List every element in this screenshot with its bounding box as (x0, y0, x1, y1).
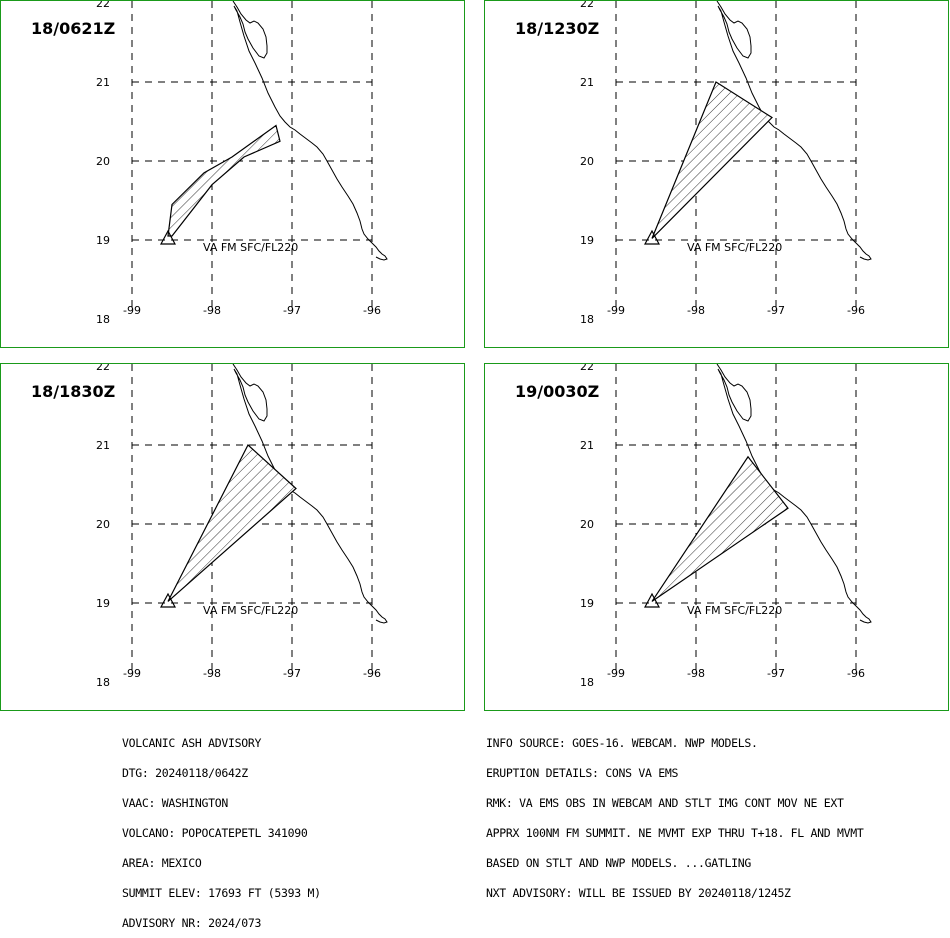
map-panel-1: 18/0621Z -99 -98 -97 -96 22 21 20 19 18 VA FM SFC… (0, 0, 465, 348)
volcano-icon (159, 229, 177, 245)
advisory-line: BASED ON STLT AND NWP MODELS. ...GATLING (486, 856, 751, 870)
latitude-tick-label: 21 (96, 439, 110, 452)
latitude-tick-label: 20 (580, 518, 594, 531)
advisory-line: RMK: VA EMS OBS IN WEBCAM AND STLT IMG C… (486, 796, 844, 810)
latitude-tick-label: 19 (580, 234, 594, 247)
longitude-tick-label: -96 (847, 667, 865, 680)
advisory-header-block: VOLCANIC ASH ADVISORY DTG: 20240118/0642… (122, 718, 321, 938)
advisory-line: ERUPTION DETAILS: CONS VA EMS (486, 766, 679, 780)
map-plot: -99 -98 -97 -96 22 21 20 19 18 VA FM SFC/FL220 (580, 0, 872, 326)
map-panel-4: 19/0030Z -99 -98 -97 -96 22 21 20 19 18 VA FM SFC… (484, 363, 949, 711)
longitude-tick-label: -96 (363, 304, 381, 317)
longitude-tick-label: -96 (847, 304, 865, 317)
advisory-line: NXT ADVISORY: WILL BE ISSUED BY 20240118… (486, 886, 791, 900)
latitude-tick-label: 20 (96, 155, 110, 168)
latitude-tick-label: 18 (96, 313, 110, 326)
longitude-tick-label: -96 (363, 667, 381, 680)
latitude-tick-label: 21 (580, 439, 594, 452)
longitude-tick-label: -97 (283, 304, 301, 317)
panel-time-label: 18/1230Z (515, 19, 600, 38)
ash-plume-polygon (651, 81, 773, 239)
volcano-icon (643, 229, 661, 245)
latitude-tick-label: 21 (96, 76, 110, 89)
latitude-tick-label: 19 (96, 597, 110, 610)
plume-height-label: VA FM SFC/FL220 (687, 241, 782, 254)
coastline (232, 1, 388, 261)
longitude-tick-label: -98 (203, 667, 221, 680)
volcano-icon (643, 592, 661, 608)
map-plot: -99 -98 -97 -96 22 21 20 19 18 VA FM SFC/FL220 (580, 363, 872, 689)
map-plot: -99 -98 -97 -96 22 21 20 19 18 VA FM SFC/FL220 (96, 0, 388, 326)
advisory-line: INFO SOURCE: GOES-16. WEBCAM. NWP MODELS… (486, 736, 758, 750)
longitude-tick-label: -97 (283, 667, 301, 680)
latitude-tick-label: 22 (580, 0, 594, 10)
ash-plume-polygon (167, 444, 297, 602)
plume-height-label: VA FM SFC/FL220 (203, 604, 298, 617)
longitude-tick-label: -99 (123, 304, 141, 317)
ash-plume-polygon (167, 124, 281, 237)
latitude-tick-label: 19 (96, 234, 110, 247)
latitude-tick-label: 20 (580, 155, 594, 168)
latitude-tick-label: 21 (580, 76, 594, 89)
advisory-line: VOLCANIC ASH ADVISORY (122, 736, 262, 750)
advisory-line: SUMMIT ELEV: 17693 FT (5393 M) (122, 886, 321, 900)
longitude-tick-label: -99 (607, 304, 625, 317)
latitude-tick-label: 18 (96, 676, 110, 689)
latitude-tick-label: 22 (96, 0, 110, 10)
latitude-tick-label: 18 (580, 313, 594, 326)
longitude-tick-label: -98 (687, 667, 705, 680)
longitude-tick-label: -98 (203, 304, 221, 317)
advisory-line: AREA: MEXICO (122, 856, 202, 870)
advisory-line: APPRX 100NM FM SUMMIT. NE MVMT EXP THRU … (486, 826, 864, 840)
longitude-tick-label: -99 (607, 667, 625, 680)
plume-height-label: VA FM SFC/FL220 (203, 241, 298, 254)
panel-time-label: 19/0030Z (515, 382, 600, 401)
advisory-line: DTG: 20240118/0642Z (122, 766, 248, 780)
longitude-tick-label: -97 (767, 667, 785, 680)
advisory-line: ADVISORY NR: 2024/073 (122, 916, 262, 930)
advisory-line: VAAC: WASHINGTON (122, 796, 228, 810)
ash-plume-polygon (651, 455, 789, 602)
latitude-tick-label: 22 (96, 363, 110, 373)
plume-height-label: VA FM SFC/FL220 (687, 604, 782, 617)
advisory-remarks-block: INFO SOURCE: GOES-16. WEBCAM. NWP MODELS… (486, 718, 864, 908)
longitude-tick-label: -99 (123, 667, 141, 680)
latitude-tick-label: 18 (580, 676, 594, 689)
latitude-tick-label: 22 (580, 363, 594, 373)
map-plot: -99 -98 -97 -96 22 21 20 19 18 VA FM SFC/FL220 (96, 363, 388, 689)
panel-time-label: 18/1830Z (31, 382, 116, 401)
map-panel-2: 18/1230Z -99 -98 -97 -96 22 21 20 19 18 VA FM SFC… (484, 0, 949, 348)
latitude-tick-label: 19 (580, 597, 594, 610)
panel-time-label: 18/0621Z (31, 19, 116, 38)
longitude-tick-label: -97 (767, 304, 785, 317)
map-panel-3: 18/1830Z -99 -98 -97 -96 22 21 20 19 18 VA FM SFC… (0, 363, 465, 711)
volcano-icon (159, 592, 177, 608)
longitude-tick-label: -98 (687, 304, 705, 317)
advisory-line: VOLCANO: POPOCATEPETL 341090 (122, 826, 308, 840)
latitude-tick-label: 20 (96, 518, 110, 531)
